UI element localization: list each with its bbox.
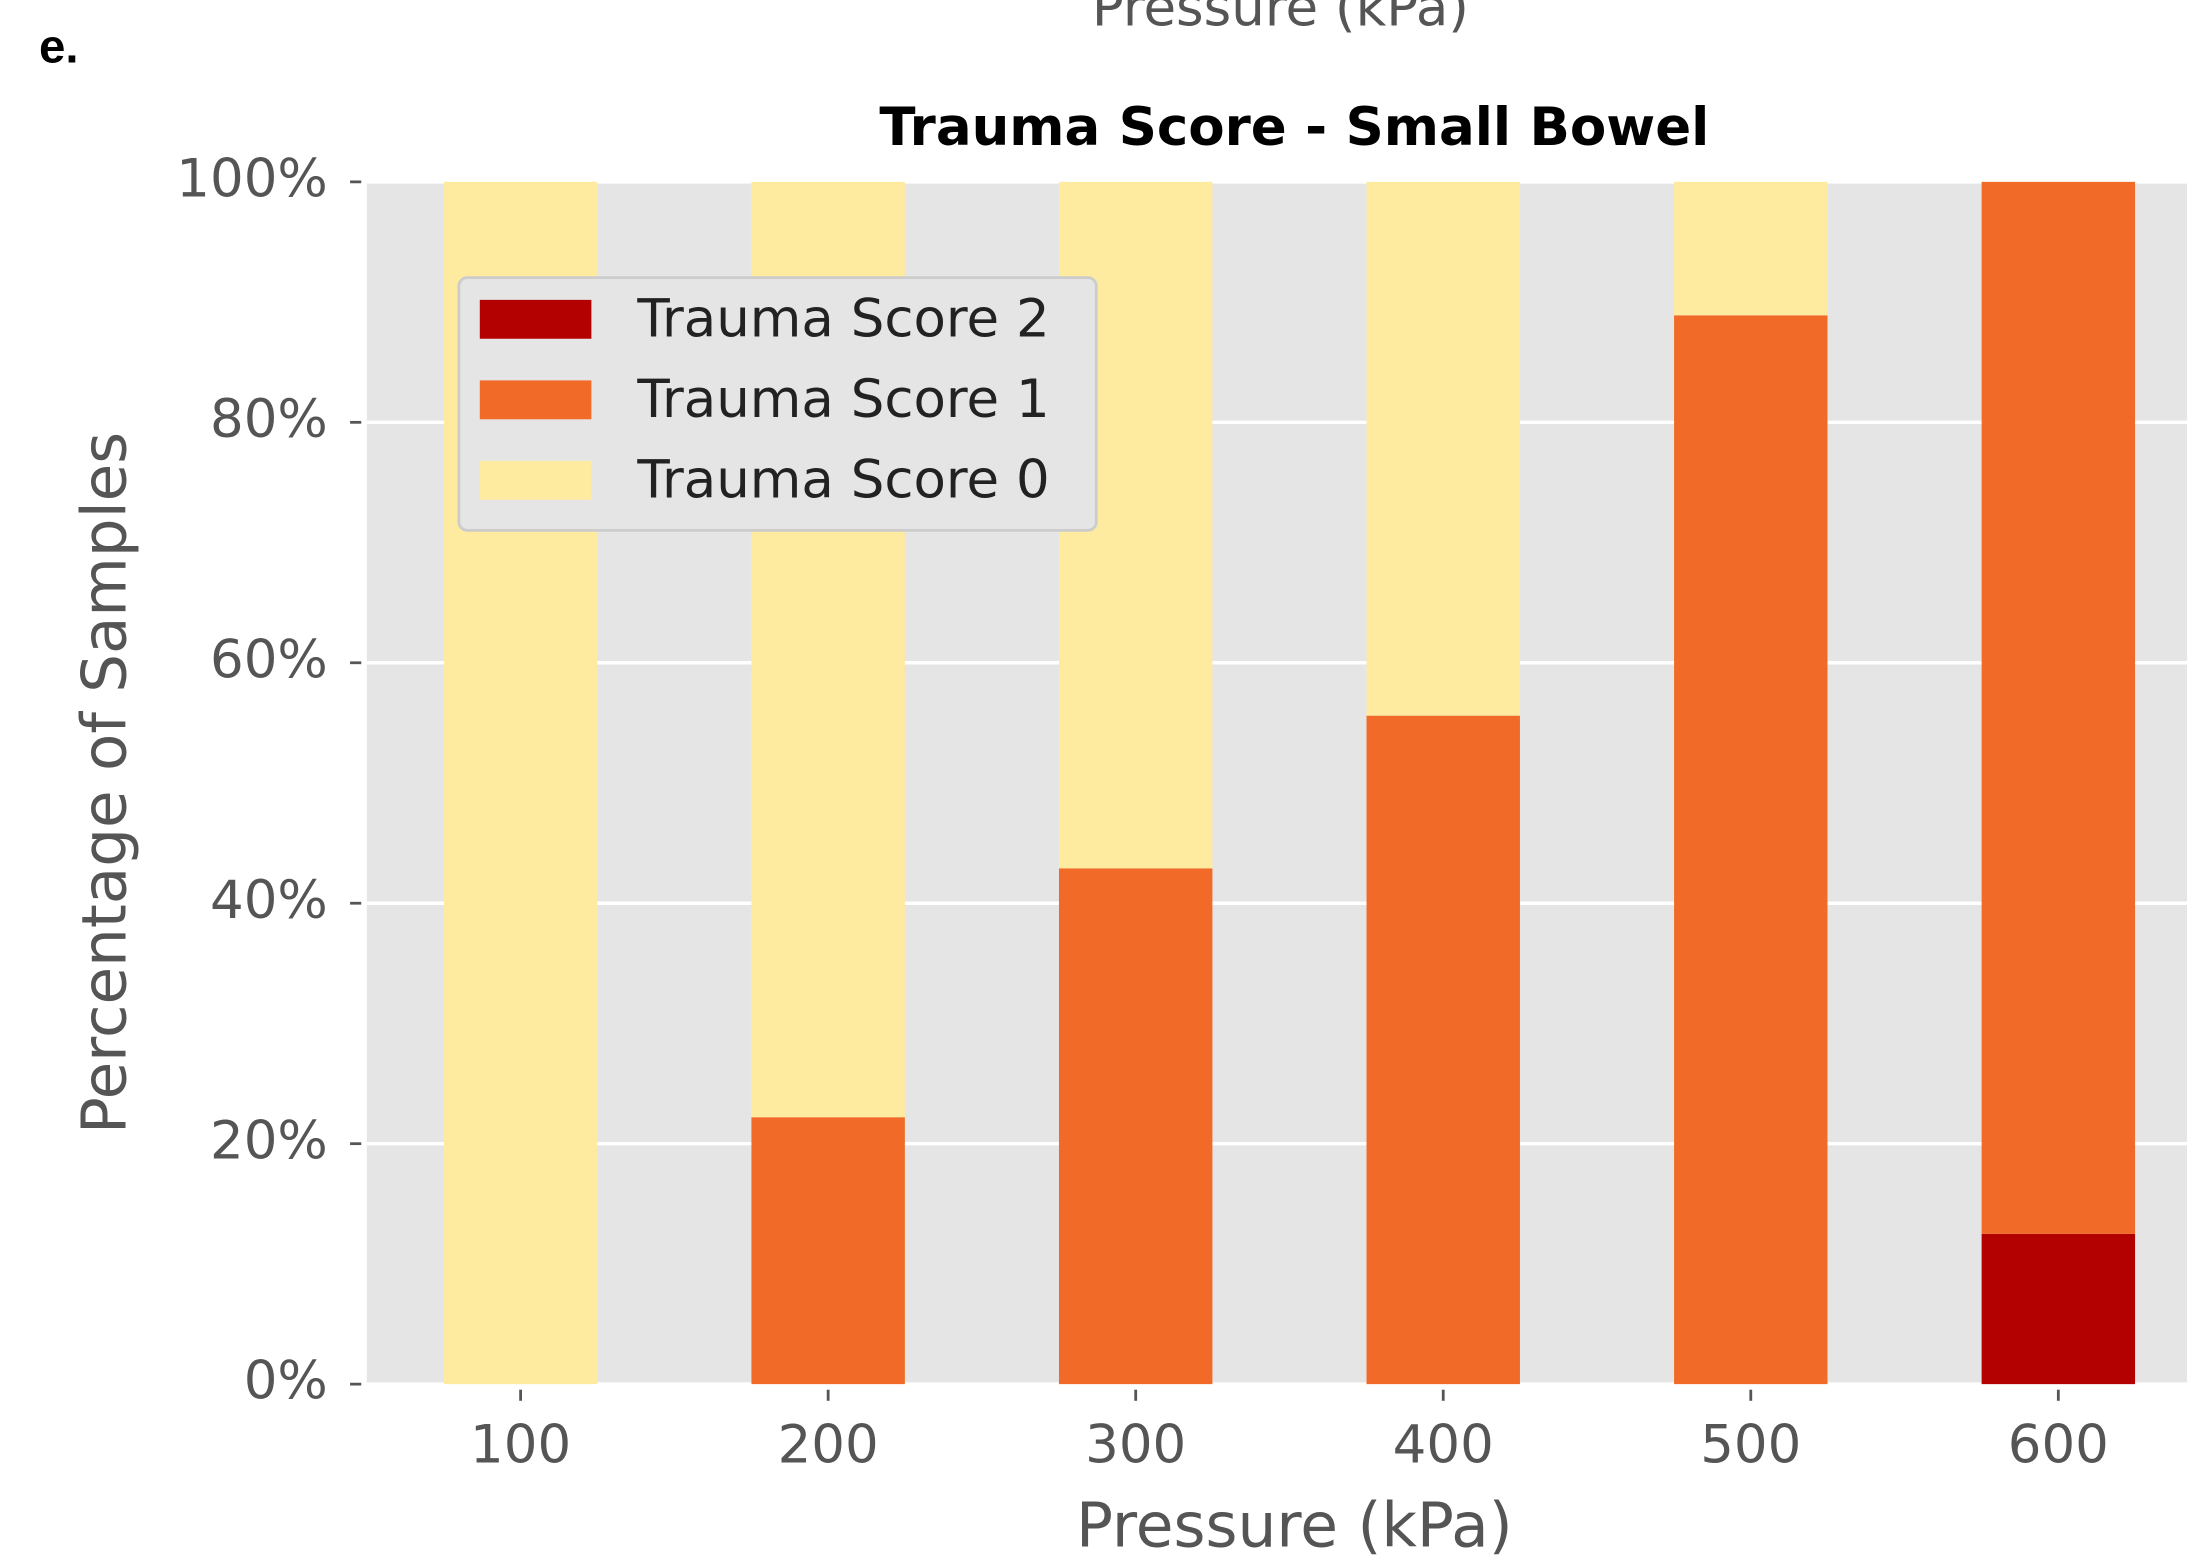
x-tick-label: 300 — [1085, 1415, 1186, 1476]
x-tick-label: 400 — [1393, 1415, 1494, 1476]
bar-segment — [1366, 181, 1520, 716]
legend-box — [457, 276, 1098, 532]
chart-title: Trauma Score - Small Bowel — [879, 97, 1709, 158]
y-tick-label: 0% — [244, 1351, 328, 1412]
x-tick-label: 500 — [1700, 1415, 1801, 1476]
panel-label: e. — [39, 21, 79, 74]
bar-segment — [1058, 868, 1213, 1385]
y-tick-label: 100% — [176, 149, 327, 210]
bar-segment — [1674, 181, 1828, 316]
bar-segment — [1674, 315, 1828, 1385]
y-tick-label: 20% — [210, 1110, 328, 1171]
legend-label: Trauma Score 2 — [636, 289, 1049, 350]
bar-segment — [751, 1117, 905, 1385]
y-tick-label: 60% — [210, 629, 328, 690]
legend-swatch — [479, 460, 592, 500]
legend-swatch — [479, 380, 592, 420]
bar-segment — [1981, 1233, 2136, 1385]
x-axis-label: Pressure (kPa) — [1076, 1491, 1513, 1562]
y-axis-label: Percentage of Samples — [69, 432, 140, 1134]
y-tick-label: 40% — [210, 870, 328, 931]
bar-segment — [1366, 715, 1520, 1385]
legend-label: Trauma Score 1 — [636, 369, 1049, 430]
x-tick-label: 100 — [470, 1415, 571, 1476]
bar-segment — [1981, 181, 2136, 1234]
legend-label: Trauma Score 0 — [636, 450, 1049, 511]
x-tick-label: 600 — [2008, 1415, 2109, 1476]
top-fragment: Pressure (kPa) — [1092, 0, 1469, 39]
y-tick-label: 80% — [210, 389, 328, 450]
legend-swatch — [479, 299, 592, 339]
x-tick-label: 200 — [778, 1415, 879, 1476]
